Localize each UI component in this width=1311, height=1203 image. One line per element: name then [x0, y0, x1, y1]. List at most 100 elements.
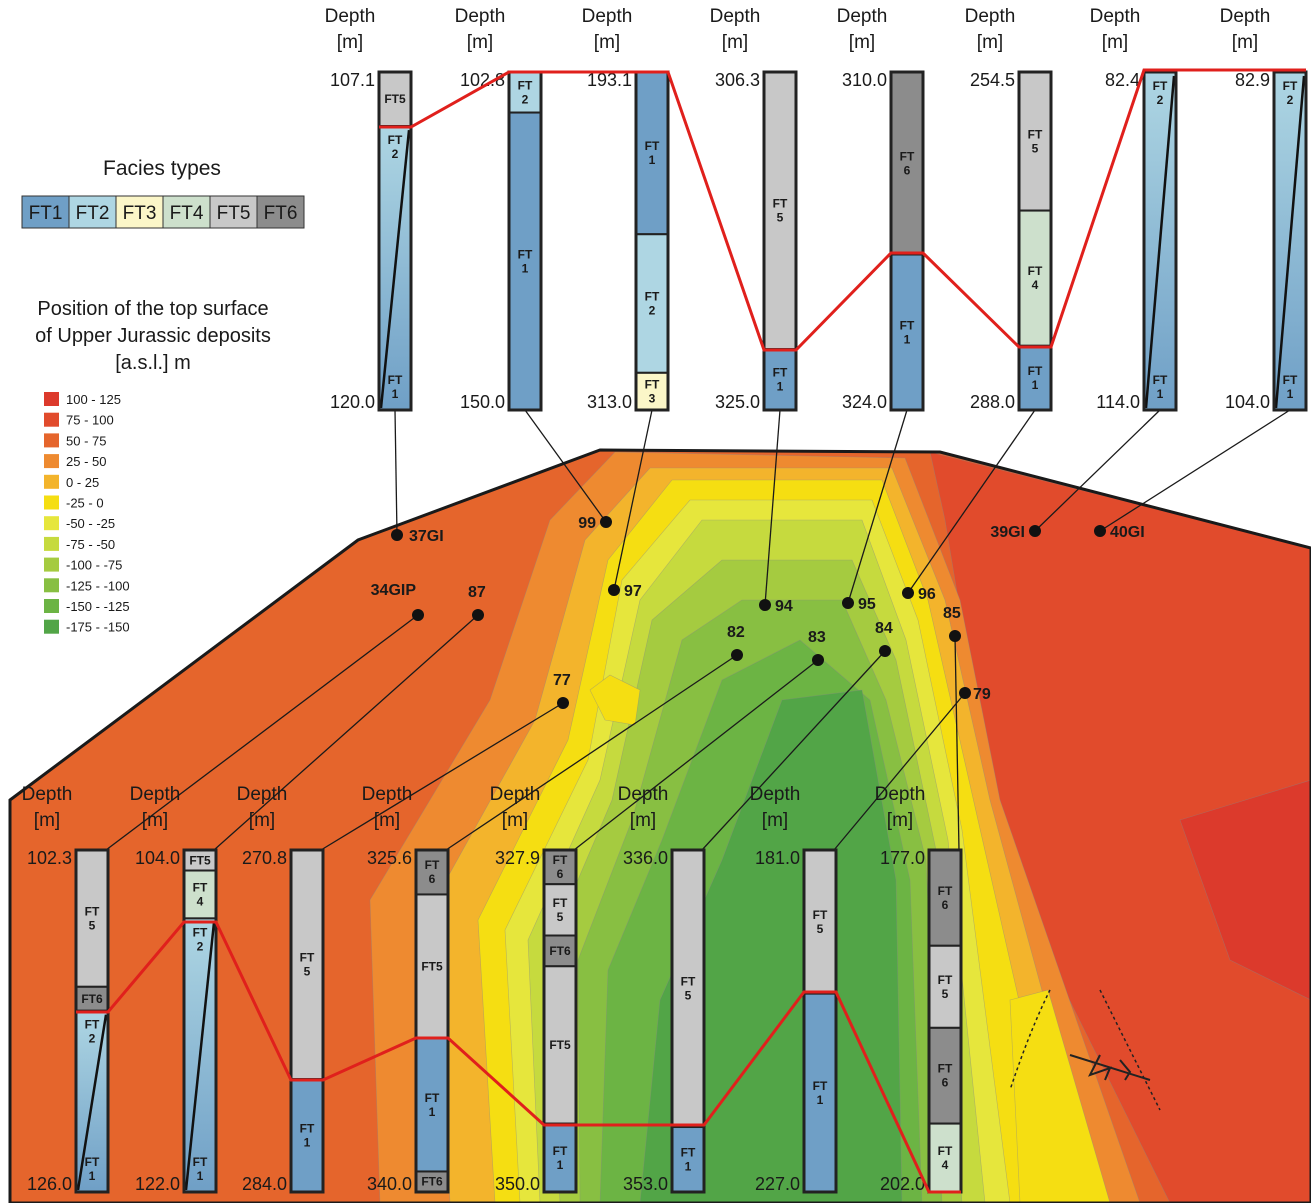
surface-legend-label: -175 - -150: [66, 620, 130, 635]
depth-top: 336.0: [623, 848, 668, 868]
facies-label: FT: [300, 951, 315, 965]
depth-header: Depth: [325, 6, 376, 27]
depth-top: 325.6: [367, 848, 412, 868]
facies-label: FT: [85, 1155, 100, 1169]
surface-swatch: [44, 558, 59, 572]
facies-label: FT: [425, 858, 440, 872]
facies-label: FT: [388, 133, 403, 147]
surface-legend-label: 100 - 125: [66, 392, 121, 407]
depth-top: 102.3: [27, 848, 72, 868]
well-label: 87: [468, 584, 486, 601]
facies-label: FT: [518, 78, 533, 92]
facies-label: 1: [1287, 387, 1294, 401]
depth-top: 306.3: [715, 70, 760, 90]
depth-header: [m]: [249, 810, 275, 831]
depth-bottom: 104.0: [1225, 392, 1270, 412]
depth-top: 270.8: [242, 848, 287, 868]
surface-legend-label: 0 - 25: [66, 475, 99, 490]
depth-top: 107.1: [330, 70, 375, 90]
well-marker: [759, 599, 771, 611]
facies-legend-label: FT6: [264, 203, 298, 224]
facies-label: FT5: [421, 959, 443, 973]
facies-label: FT: [1153, 373, 1168, 387]
depth-bottom: 150.0: [460, 392, 505, 412]
facies-label: FT: [193, 925, 208, 939]
well-marker: [608, 584, 620, 596]
facies-label: 2: [197, 939, 204, 953]
surface-legend-label: -125 - -100: [66, 578, 130, 593]
surface-legend-label: -100 - -75: [66, 558, 122, 573]
depth-bottom: 340.0: [367, 1174, 412, 1194]
well-label: 84: [875, 620, 893, 637]
surface-swatch: [44, 413, 59, 427]
depth-top: 82.9: [1235, 70, 1270, 90]
facies-label: FT: [300, 1122, 315, 1136]
surface-legend-label: -75 - -50: [66, 537, 115, 552]
facies-label: FT: [1028, 264, 1043, 278]
surface-swatch: [44, 496, 59, 510]
well-label: 82: [727, 624, 745, 641]
facies-label: 1: [1157, 387, 1164, 401]
well-marker: [959, 687, 971, 699]
depth-top: 177.0: [880, 848, 925, 868]
depth-header: [m]: [502, 810, 528, 831]
leader-line: [1100, 410, 1290, 531]
depth-header: Depth: [965, 6, 1016, 27]
well-marker: [842, 597, 854, 609]
facies-label: FT6: [549, 944, 571, 958]
leader-line: [395, 410, 397, 535]
well-marker: [812, 654, 824, 666]
facies-label: FT: [813, 908, 828, 922]
well-label: 85: [943, 605, 961, 622]
facies-label: 5: [777, 211, 784, 225]
facies-label: 6: [557, 867, 564, 881]
surface-swatch: [44, 516, 59, 530]
depth-header: [m]: [849, 32, 875, 53]
facies-label: FT: [681, 1146, 696, 1160]
depth-bottom: 122.0: [135, 1174, 180, 1194]
facies-label: FT: [645, 139, 660, 153]
depth-bottom: 350.0: [495, 1174, 540, 1194]
facies-label: FT: [938, 1062, 953, 1076]
depth-top: 254.5: [970, 70, 1015, 90]
facies-label: 3: [649, 391, 656, 405]
facies-label: 1: [429, 1105, 436, 1119]
facies-label: FT: [1283, 79, 1298, 93]
facies-label: 2: [649, 304, 656, 318]
surface-legend-label: -25 - 0: [66, 496, 104, 511]
well-marker: [1094, 525, 1106, 537]
depth-header: Depth: [362, 784, 413, 805]
depth-header: Depth: [1220, 6, 1271, 27]
depth-top: 82.4: [1105, 70, 1140, 90]
facies-label: 2: [522, 92, 529, 106]
facies-label: 2: [1157, 93, 1164, 107]
depth-header: Depth: [130, 784, 181, 805]
facies-label: FT: [85, 904, 100, 918]
facies-label: 5: [942, 987, 949, 1001]
depth-header: [m]: [34, 810, 60, 831]
facies-label: 6: [904, 163, 911, 177]
depth-header: [m]: [977, 32, 1003, 53]
depth-bottom: 288.0: [970, 392, 1015, 412]
well-marker: [391, 529, 403, 541]
well-marker: [949, 630, 961, 642]
facies-label: 1: [392, 387, 399, 401]
well-label: 95: [858, 596, 876, 613]
depth-top: 181.0: [755, 848, 800, 868]
facies-label: 5: [304, 965, 311, 979]
well-label: 77: [553, 672, 571, 689]
depth-header: [m]: [887, 810, 913, 831]
depth-header: Depth: [837, 6, 888, 27]
depth-header: Depth: [750, 784, 801, 805]
depth-header: [m]: [594, 32, 620, 53]
facies-label: 5: [685, 989, 692, 1003]
depth-bottom: 227.0: [755, 1174, 800, 1194]
depth-bottom: 313.0: [587, 392, 632, 412]
facies-label: FT: [938, 973, 953, 987]
facies-label: 1: [649, 153, 656, 167]
facies-label: 1: [304, 1136, 311, 1150]
surface-swatch: [44, 537, 59, 551]
well-label: 39GI: [990, 524, 1025, 541]
facies-label: 2: [1287, 93, 1294, 107]
well-label: 83: [808, 629, 826, 646]
